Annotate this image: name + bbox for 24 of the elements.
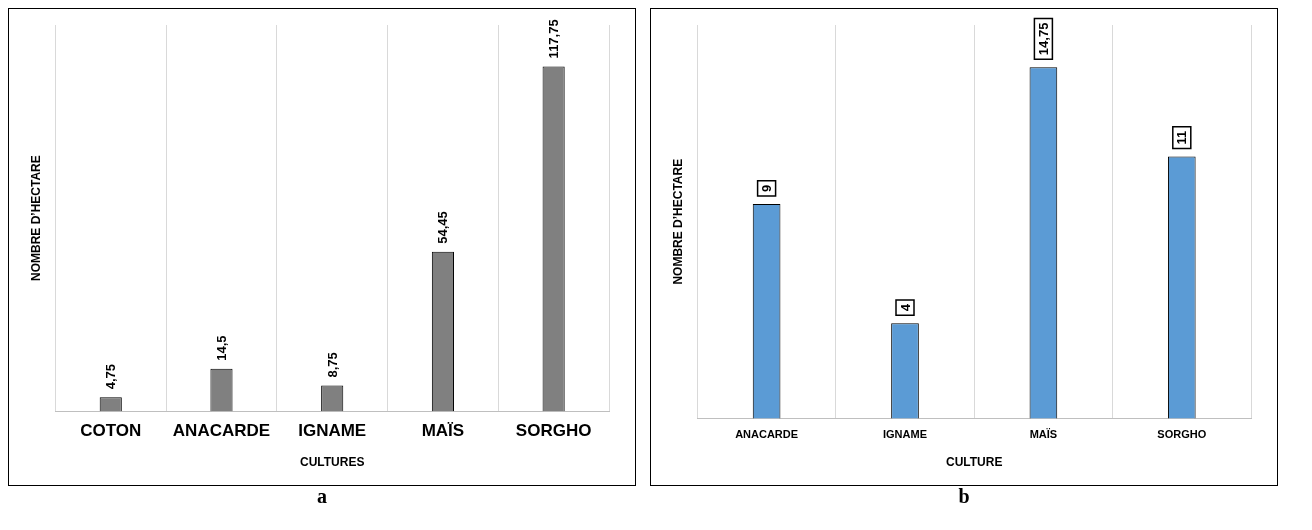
data-label: 8,75 [324,352,340,378]
y-axis-title: NOMBRE D’HECTARE [28,155,43,281]
x-tick-label: ANACARDE [735,428,799,441]
data-label: 14,75 [1035,22,1051,56]
text: a [316,485,328,507]
x-tick-label: IGNAME [298,421,367,441]
data-label: 9 [759,184,775,193]
x-tick-label: MAÏS [421,421,465,441]
data-label: 11 [1174,130,1190,145]
x-tick-label: SORGHO [515,421,592,441]
x-axis-title: CULTURES [299,455,365,470]
data-label: 4 [897,303,913,312]
data-label: 14,5 [214,335,230,361]
x-axis-title: CULTURE [945,455,1003,470]
x-tick-label: IGNAME [883,428,927,441]
x-tick-label: MAÏS [1029,428,1058,441]
data-label: 4,75 [103,363,119,390]
data-label: 117,75 [546,19,562,59]
x-tick-label: ANACARDE [172,421,271,441]
y-axis-title: NOMBRE D’HECTARE [670,158,685,285]
data-label: 54,45 [435,211,451,244]
x-tick-label: SORGHO [1157,428,1207,441]
x-tick-label: COTON [80,421,142,441]
text: b [957,485,971,507]
